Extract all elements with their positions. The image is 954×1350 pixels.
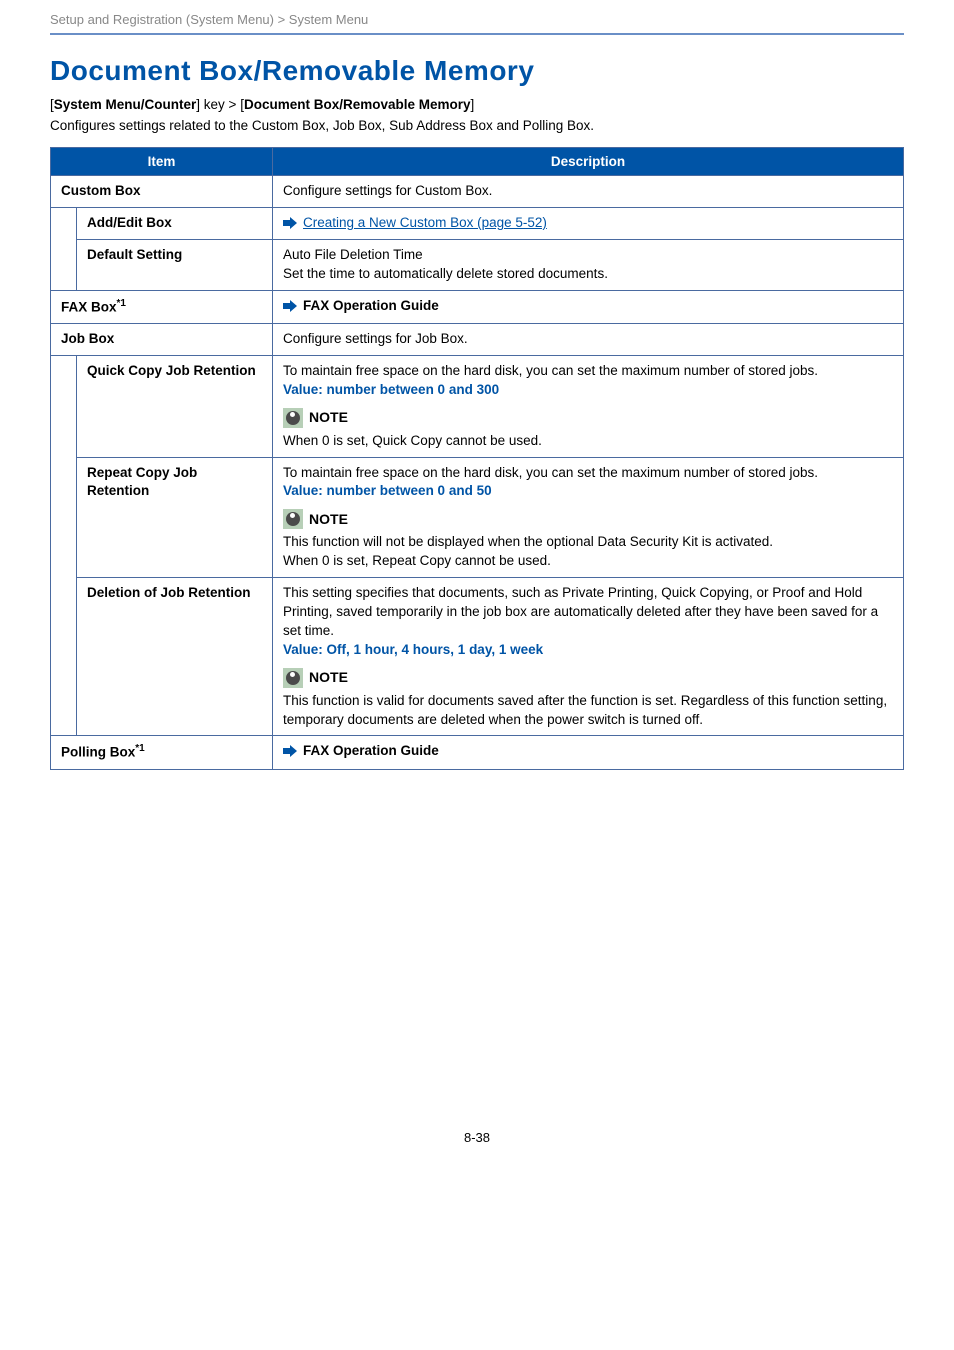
note-label: NOTE: [309, 408, 348, 428]
desc-repeat-copy: To maintain free space on the hard disk,…: [273, 457, 904, 578]
indent-cell: [51, 355, 77, 736]
table-header-row: Item Description: [51, 148, 904, 176]
table-row: Custom Box Configure settings for Custom…: [51, 176, 904, 208]
note-icon: [283, 408, 303, 428]
desc-add-edit: Creating a New Custom Box (page 5-52): [273, 207, 904, 239]
item-fax-box: FAX Box*1: [51, 290, 273, 323]
table-row: Polling Box*1 FAX Operation Guide: [51, 736, 904, 769]
note-icon: [283, 509, 303, 529]
desc-deletion: This setting specifies that documents, s…: [273, 578, 904, 736]
link-creating-custom-box[interactable]: Creating a New Custom Box (page 5-52): [303, 214, 547, 233]
desc-default-setting: Auto File Deletion Time Set the time to …: [273, 239, 904, 290]
arrow-icon: [283, 745, 297, 757]
table-row: FAX Box*1 FAX Operation Guide: [51, 290, 904, 323]
item-quick-copy: Quick Copy Job Retention: [77, 355, 273, 457]
item-polling-box: Polling Box*1: [51, 736, 273, 769]
indent-cell: [51, 207, 77, 290]
note-icon: [283, 668, 303, 688]
table-row: Job Box Configure settings for Job Box.: [51, 323, 904, 355]
item-custom-box: Custom Box: [51, 176, 273, 208]
desc-quick-copy: To maintain free space on the hard disk,…: [273, 355, 904, 457]
desc-custom-box: Configure settings for Custom Box.: [273, 176, 904, 208]
header-item: Item: [51, 148, 273, 176]
item-default-setting: Default Setting: [77, 239, 273, 290]
settings-table: Item Description Custom Box Configure se…: [50, 147, 904, 770]
table-row: Repeat Copy Job Retention To maintain fr…: [51, 457, 904, 578]
nav-path: [System Menu/Counter] key > [Document Bo…: [50, 97, 904, 112]
arrow-icon: [283, 300, 297, 312]
page-number: 8-38: [50, 1130, 904, 1145]
item-add-edit: Add/Edit Box: [77, 207, 273, 239]
table-row: Add/Edit Box Creating a New Custom Box (…: [51, 207, 904, 239]
item-deletion: Deletion of Job Retention: [77, 578, 273, 736]
page-title: Document Box/Removable Memory: [50, 55, 904, 87]
intro-desc: Configures settings related to the Custo…: [50, 118, 904, 133]
ref-fax-guide: FAX Operation Guide: [303, 297, 439, 316]
desc-job-box: Configure settings for Job Box.: [273, 323, 904, 355]
item-job-box: Job Box: [51, 323, 273, 355]
arrow-icon: [283, 217, 297, 229]
breadcrumb: Setup and Registration (System Menu) > S…: [50, 0, 904, 33]
desc-fax-box: FAX Operation Guide: [273, 290, 904, 323]
ref-fax-guide: FAX Operation Guide: [303, 742, 439, 761]
desc-polling-box: FAX Operation Guide: [273, 736, 904, 769]
note-label: NOTE: [309, 668, 348, 688]
table-row: Quick Copy Job Retention To maintain fre…: [51, 355, 904, 457]
item-repeat-copy: Repeat Copy Job Retention: [77, 457, 273, 578]
table-row: Deletion of Job Retention This setting s…: [51, 578, 904, 736]
header-rule: [50, 33, 904, 35]
table-row: Default Setting Auto File Deletion Time …: [51, 239, 904, 290]
note-label: NOTE: [309, 510, 348, 530]
header-description: Description: [273, 148, 904, 176]
